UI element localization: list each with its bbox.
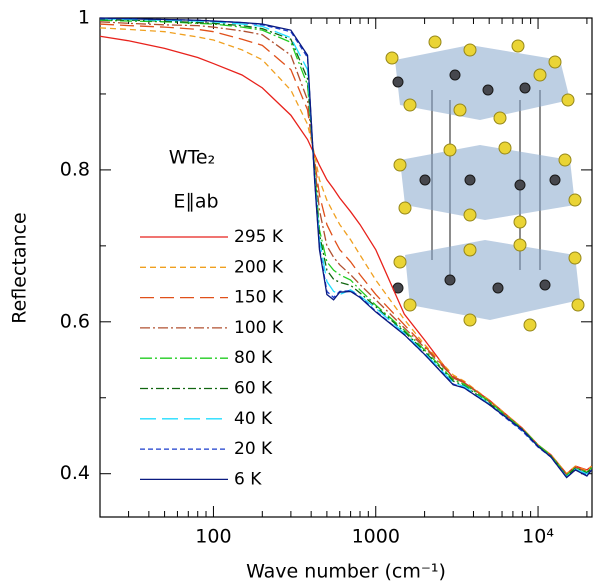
layer bbox=[400, 145, 575, 220]
y-tick-label: 0.8 bbox=[60, 158, 90, 180]
legend-label: 60 K bbox=[234, 379, 273, 399]
te-atoms bbox=[385, 35, 585, 332]
legend-label: 80 K bbox=[234, 348, 273, 368]
x-tick-label: 100 bbox=[195, 526, 231, 548]
layer bbox=[405, 240, 580, 320]
y-tick-label: 1 bbox=[78, 7, 90, 29]
series-line bbox=[99, 27, 593, 475]
y-tick-label: 0.6 bbox=[60, 310, 90, 332]
legend-label: 150 K bbox=[234, 288, 284, 308]
y-tick-label: 0.4 bbox=[60, 462, 90, 484]
legend-label: 40 K bbox=[234, 409, 273, 429]
x-tick-label: 10⁴ bbox=[522, 526, 554, 548]
series-line bbox=[99, 18, 593, 478]
legend-label: 100 K bbox=[234, 318, 284, 338]
layer bbox=[395, 45, 570, 120]
series-line bbox=[99, 19, 593, 477]
x-tick-label: 1000 bbox=[352, 526, 400, 548]
legend-label: 6 K bbox=[234, 469, 262, 489]
annotation: E∥ab bbox=[173, 191, 218, 213]
series-line bbox=[99, 23, 593, 476]
plot-frame bbox=[99, 17, 593, 518]
legend-label: 295 K bbox=[234, 227, 284, 247]
w-atoms bbox=[392, 69, 561, 294]
crystal-structure bbox=[385, 35, 585, 332]
annotation: WTe₂ bbox=[169, 147, 215, 169]
legend-label: 200 K bbox=[234, 257, 284, 277]
series-line bbox=[99, 17, 593, 479]
x-axis-label: Wave number (cm⁻¹) bbox=[246, 561, 446, 583]
y-axis-label: Reflectance bbox=[9, 212, 31, 323]
legend-label: 20 K bbox=[234, 439, 273, 459]
